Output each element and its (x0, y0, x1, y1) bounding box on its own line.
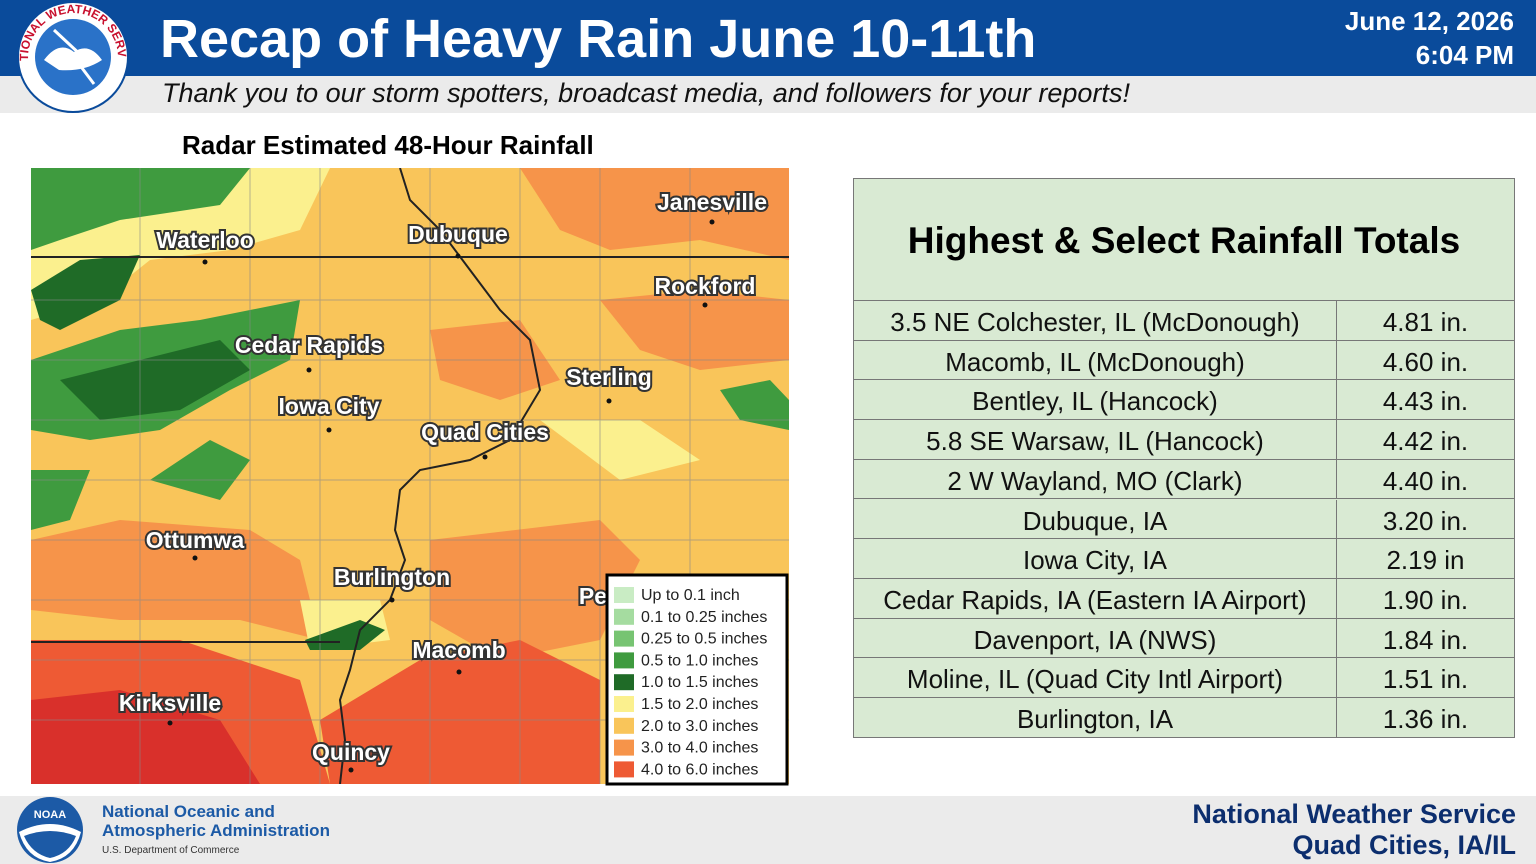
legend-label: 4.0 to 6.0 inches (641, 761, 758, 778)
location: Burlington, IA (1016, 704, 1174, 734)
table-row: Iowa City, IA 2.19 in (854, 539, 1514, 579)
legend-swatch (614, 674, 634, 691)
legend-label: 0.25 to 0.5 inches (641, 631, 767, 648)
location: 5.8 SE Warsaw, IL (Hancock) (926, 426, 1264, 457)
city-dot (192, 555, 198, 561)
noaa-text: NOAA (34, 809, 66, 821)
location: Cedar Rapids, IA (Eastern IA Airport) (883, 584, 1307, 615)
table-row: Cedar Rapids, IA (Eastern IA Airport) 1.9… (854, 578, 1514, 619)
legend-swatch (614, 717, 634, 734)
legend-swatch (614, 630, 634, 647)
table-row: 5.8 SE Warsaw, IL (Hancock) 4.42 in. (854, 420, 1514, 460)
city-label: Burlington (334, 564, 450, 590)
subtitle-bar (0, 76, 1536, 113)
rainfall-total: 2.19 in (1336, 539, 1514, 578)
table-row: Davenport, IA (NWS) 1.84 in. (854, 618, 1514, 659)
city-label: Macomb (412, 637, 505, 663)
city-dot (709, 219, 715, 225)
location: Macomb, IL (McDonough) (945, 346, 1245, 377)
city-dot (606, 398, 612, 404)
rainfall-total: 4.43 in. (1336, 380, 1514, 420)
legend-label: 1.5 to 2.0 inches (641, 696, 758, 713)
city-dot (482, 454, 488, 460)
date: June 12, 2026 (1344, 6, 1514, 36)
city-label: Ottumwa (146, 527, 245, 553)
table-row: 3.5 NE Colchester, IL (McDonough) 4.81 in… (854, 301, 1514, 341)
rainfall-map: Waterloo Dubuque Janesville Rockford Cedar R… (31, 168, 789, 786)
city-label: Kirksville (119, 690, 221, 716)
rainfall-total: 4.42 in. (1336, 420, 1514, 459)
legend-label: 1.0 to 1.5 inches (641, 674, 758, 691)
location: 3.5 NE Colchester, IL (McDonough) (890, 307, 1300, 337)
rainfall-total: 4.81 in. (1336, 301, 1514, 340)
legend-swatch (614, 696, 634, 712)
agency-line: National Oceanic and (102, 802, 275, 821)
rainfall-total: 1.51 in. (1336, 658, 1514, 697)
table-row: Moline, IL (Quad City Intl Airport) 1.51 … (854, 658, 1514, 698)
agency-line: Atmospheric Administration (102, 821, 330, 840)
table-row: Dubuque, IA 3.20 in. (854, 499, 1514, 540)
city-dot (202, 259, 208, 265)
legend-label: 2.0 to 3.0 inches (641, 718, 758, 735)
footer-bar (0, 796, 1536, 864)
rainfall-total: 4.60 in. (1336, 340, 1514, 380)
city-label: Pe (579, 583, 607, 609)
rainfall-total: 3.20 in. (1336, 499, 1514, 539)
header-bar (0, 0, 1536, 76)
time: 6:04 PM (1415, 40, 1514, 70)
city-label: Quincy (312, 739, 390, 765)
city-label: Janesville (657, 189, 767, 215)
table-row: 2 W Wayland, MO (Clark) 4.40 in. (854, 459, 1514, 500)
noaa-logo: NOAA (17, 797, 83, 863)
city-dot (348, 767, 354, 773)
city-dot (456, 669, 462, 675)
legend-label: 3.0 to 4.0 inches (641, 740, 758, 757)
legend-label: 0.5 to 1.0 inches (641, 652, 758, 669)
city-label: Dubuque (408, 221, 508, 247)
city-dot (306, 367, 312, 373)
title: Recap of Heavy Rain June 10-11th (160, 9, 1037, 69)
city-label: Rockford (655, 273, 756, 299)
rainfall-total: 1.84 in. (1336, 618, 1514, 658)
location: Iowa City, IA (1022, 545, 1167, 576)
legend-swatch (614, 652, 634, 669)
city-label: Iowa City (279, 393, 380, 419)
table-title: Highest & Select Rainfall Totals (854, 179, 1514, 301)
table-row: Macomb, IL (McDonough) 4.60 in. (854, 340, 1514, 381)
rainfall-total: 4.40 in. (1336, 459, 1514, 499)
office-line: Quad Cities, IA/IL (1292, 830, 1516, 860)
location: Moline, IL (Quad City Intl Airport) (906, 664, 1284, 695)
location: Bentley, IL (Hancock) (972, 386, 1218, 417)
rainfall-total: 1.36 in. (1336, 698, 1514, 738)
city-label: Cedar Rapids (235, 332, 383, 358)
legend-swatch (614, 761, 634, 778)
department: U.S. Department of Commerce (102, 845, 240, 856)
legend-swatch (614, 739, 634, 756)
subtitle: Thank you to our storm spotters, broadca… (162, 78, 1130, 108)
city-dot (326, 427, 332, 433)
legend-label: 0.1 to 0.25 inches (641, 609, 767, 626)
location: Davenport, IA (NWS) (973, 624, 1217, 655)
table-row: Burlington, IA 1.36 in. (854, 698, 1514, 738)
location: 2 W Wayland, MO (Clark) (947, 465, 1243, 496)
city-label: Quad Cities (421, 419, 549, 445)
rainfall-total: 1.90 in. (1336, 578, 1514, 618)
city-dot (455, 253, 461, 259)
nws-logo: NATIONAL WEATHER SERVICE (14, 0, 129, 113)
legend-label: Up to 0.1 inch (641, 587, 740, 604)
legend-swatch (614, 587, 634, 603)
location: Dubuque, IA (1022, 505, 1168, 536)
legend-swatch (614, 608, 634, 625)
city-dot (389, 597, 395, 603)
table-row: Bentley, IL (Hancock) 4.43 in. (854, 380, 1514, 421)
city-dot (167, 720, 173, 726)
city-label: Sterling (566, 364, 652, 390)
city-label: Waterloo (156, 227, 254, 253)
office-line: National Weather Service (1192, 799, 1516, 829)
rainfall-table: Highest & Select Rainfall Totals 3.5 NE … (853, 178, 1515, 738)
map-title: Radar Estimated 48-Hour Rainfall (182, 130, 594, 160)
city-dot (702, 302, 708, 308)
